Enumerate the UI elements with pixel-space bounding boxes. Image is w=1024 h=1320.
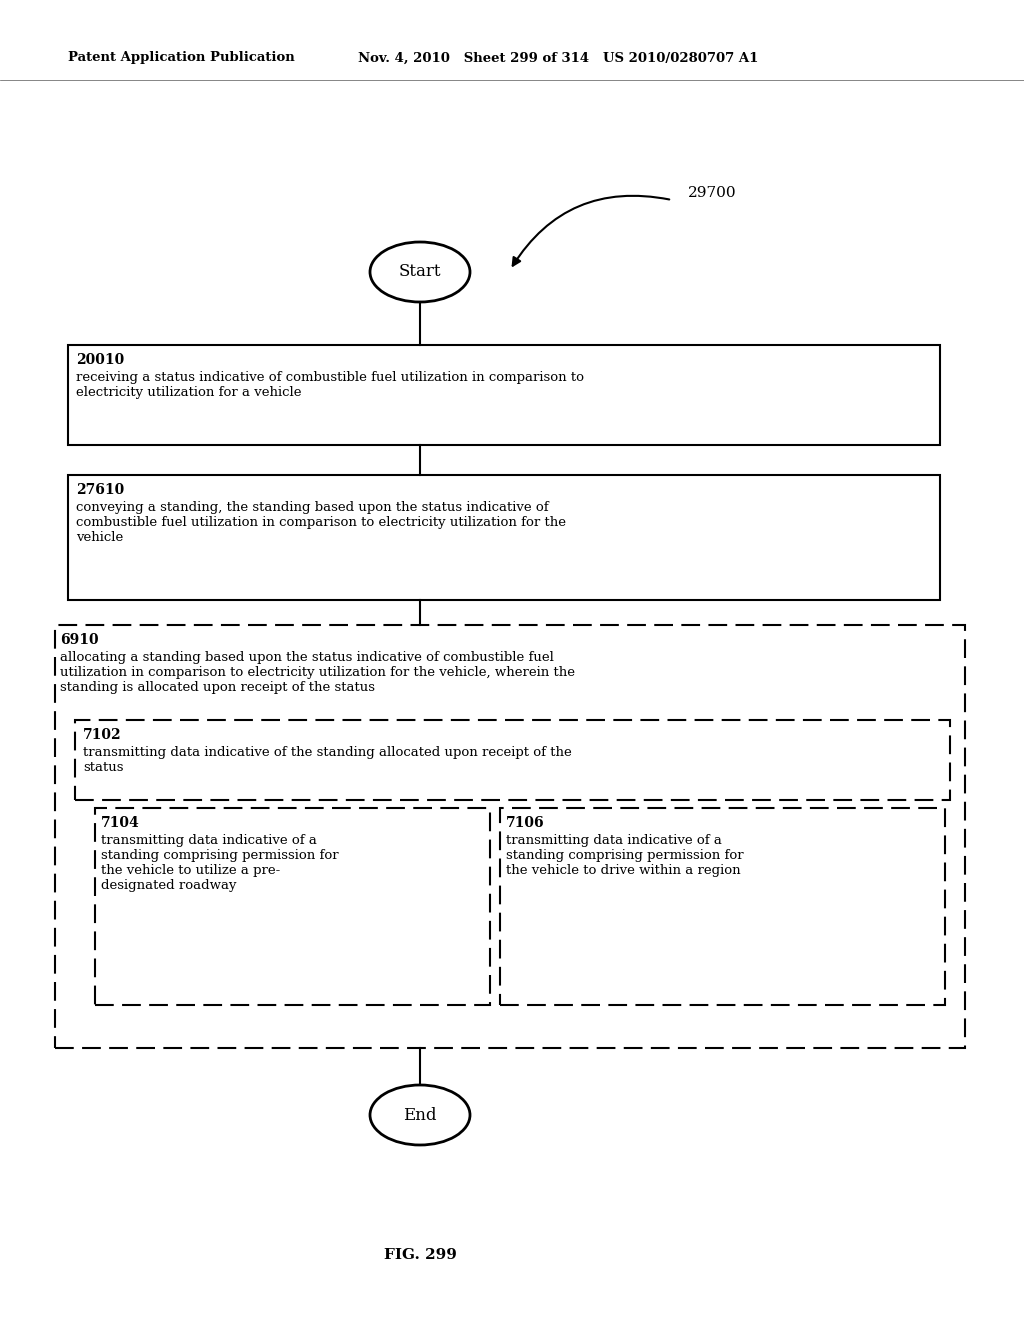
Text: allocating a standing based upon the status indicative of combustible fuel
utili: allocating a standing based upon the sta…	[60, 651, 575, 694]
Text: conveying a standing, the standing based upon the status indicative of
combustib: conveying a standing, the standing based…	[76, 502, 566, 544]
Text: Start: Start	[398, 264, 441, 281]
Text: 6910: 6910	[60, 634, 98, 647]
Text: transmitting data indicative of a
standing comprising permission for
the vehicle: transmitting data indicative of a standi…	[506, 834, 743, 876]
Bar	[55, 624, 965, 1048]
Text: transmitting data indicative of a
standing comprising permission for
the vehicle: transmitting data indicative of a standi…	[101, 834, 339, 892]
Bar	[68, 345, 940, 445]
FancyArrowPatch shape	[513, 195, 670, 265]
Text: Patent Application Publication: Patent Application Publication	[68, 51, 295, 65]
Bar	[500, 808, 945, 1005]
Bar	[68, 475, 940, 601]
Bar	[95, 808, 490, 1005]
Text: 7106: 7106	[506, 816, 545, 830]
Text: transmitting data indicative of the standing allocated upon receipt of the
statu: transmitting data indicative of the stan…	[83, 746, 571, 774]
Text: 7104: 7104	[101, 816, 139, 830]
Text: 7102: 7102	[83, 729, 122, 742]
Text: 27610: 27610	[76, 483, 124, 498]
Text: receiving a status indicative of combustible fuel utilization in comparison to
e: receiving a status indicative of combust…	[76, 371, 584, 399]
Text: End: End	[403, 1106, 437, 1123]
Text: FIG. 299: FIG. 299	[384, 1247, 457, 1262]
Text: 29700: 29700	[688, 186, 736, 201]
Text: 20010: 20010	[76, 352, 124, 367]
Text: Nov. 4, 2010   Sheet 299 of 314   US 2010/0280707 A1: Nov. 4, 2010 Sheet 299 of 314 US 2010/02…	[358, 51, 759, 65]
Bar	[75, 719, 950, 800]
